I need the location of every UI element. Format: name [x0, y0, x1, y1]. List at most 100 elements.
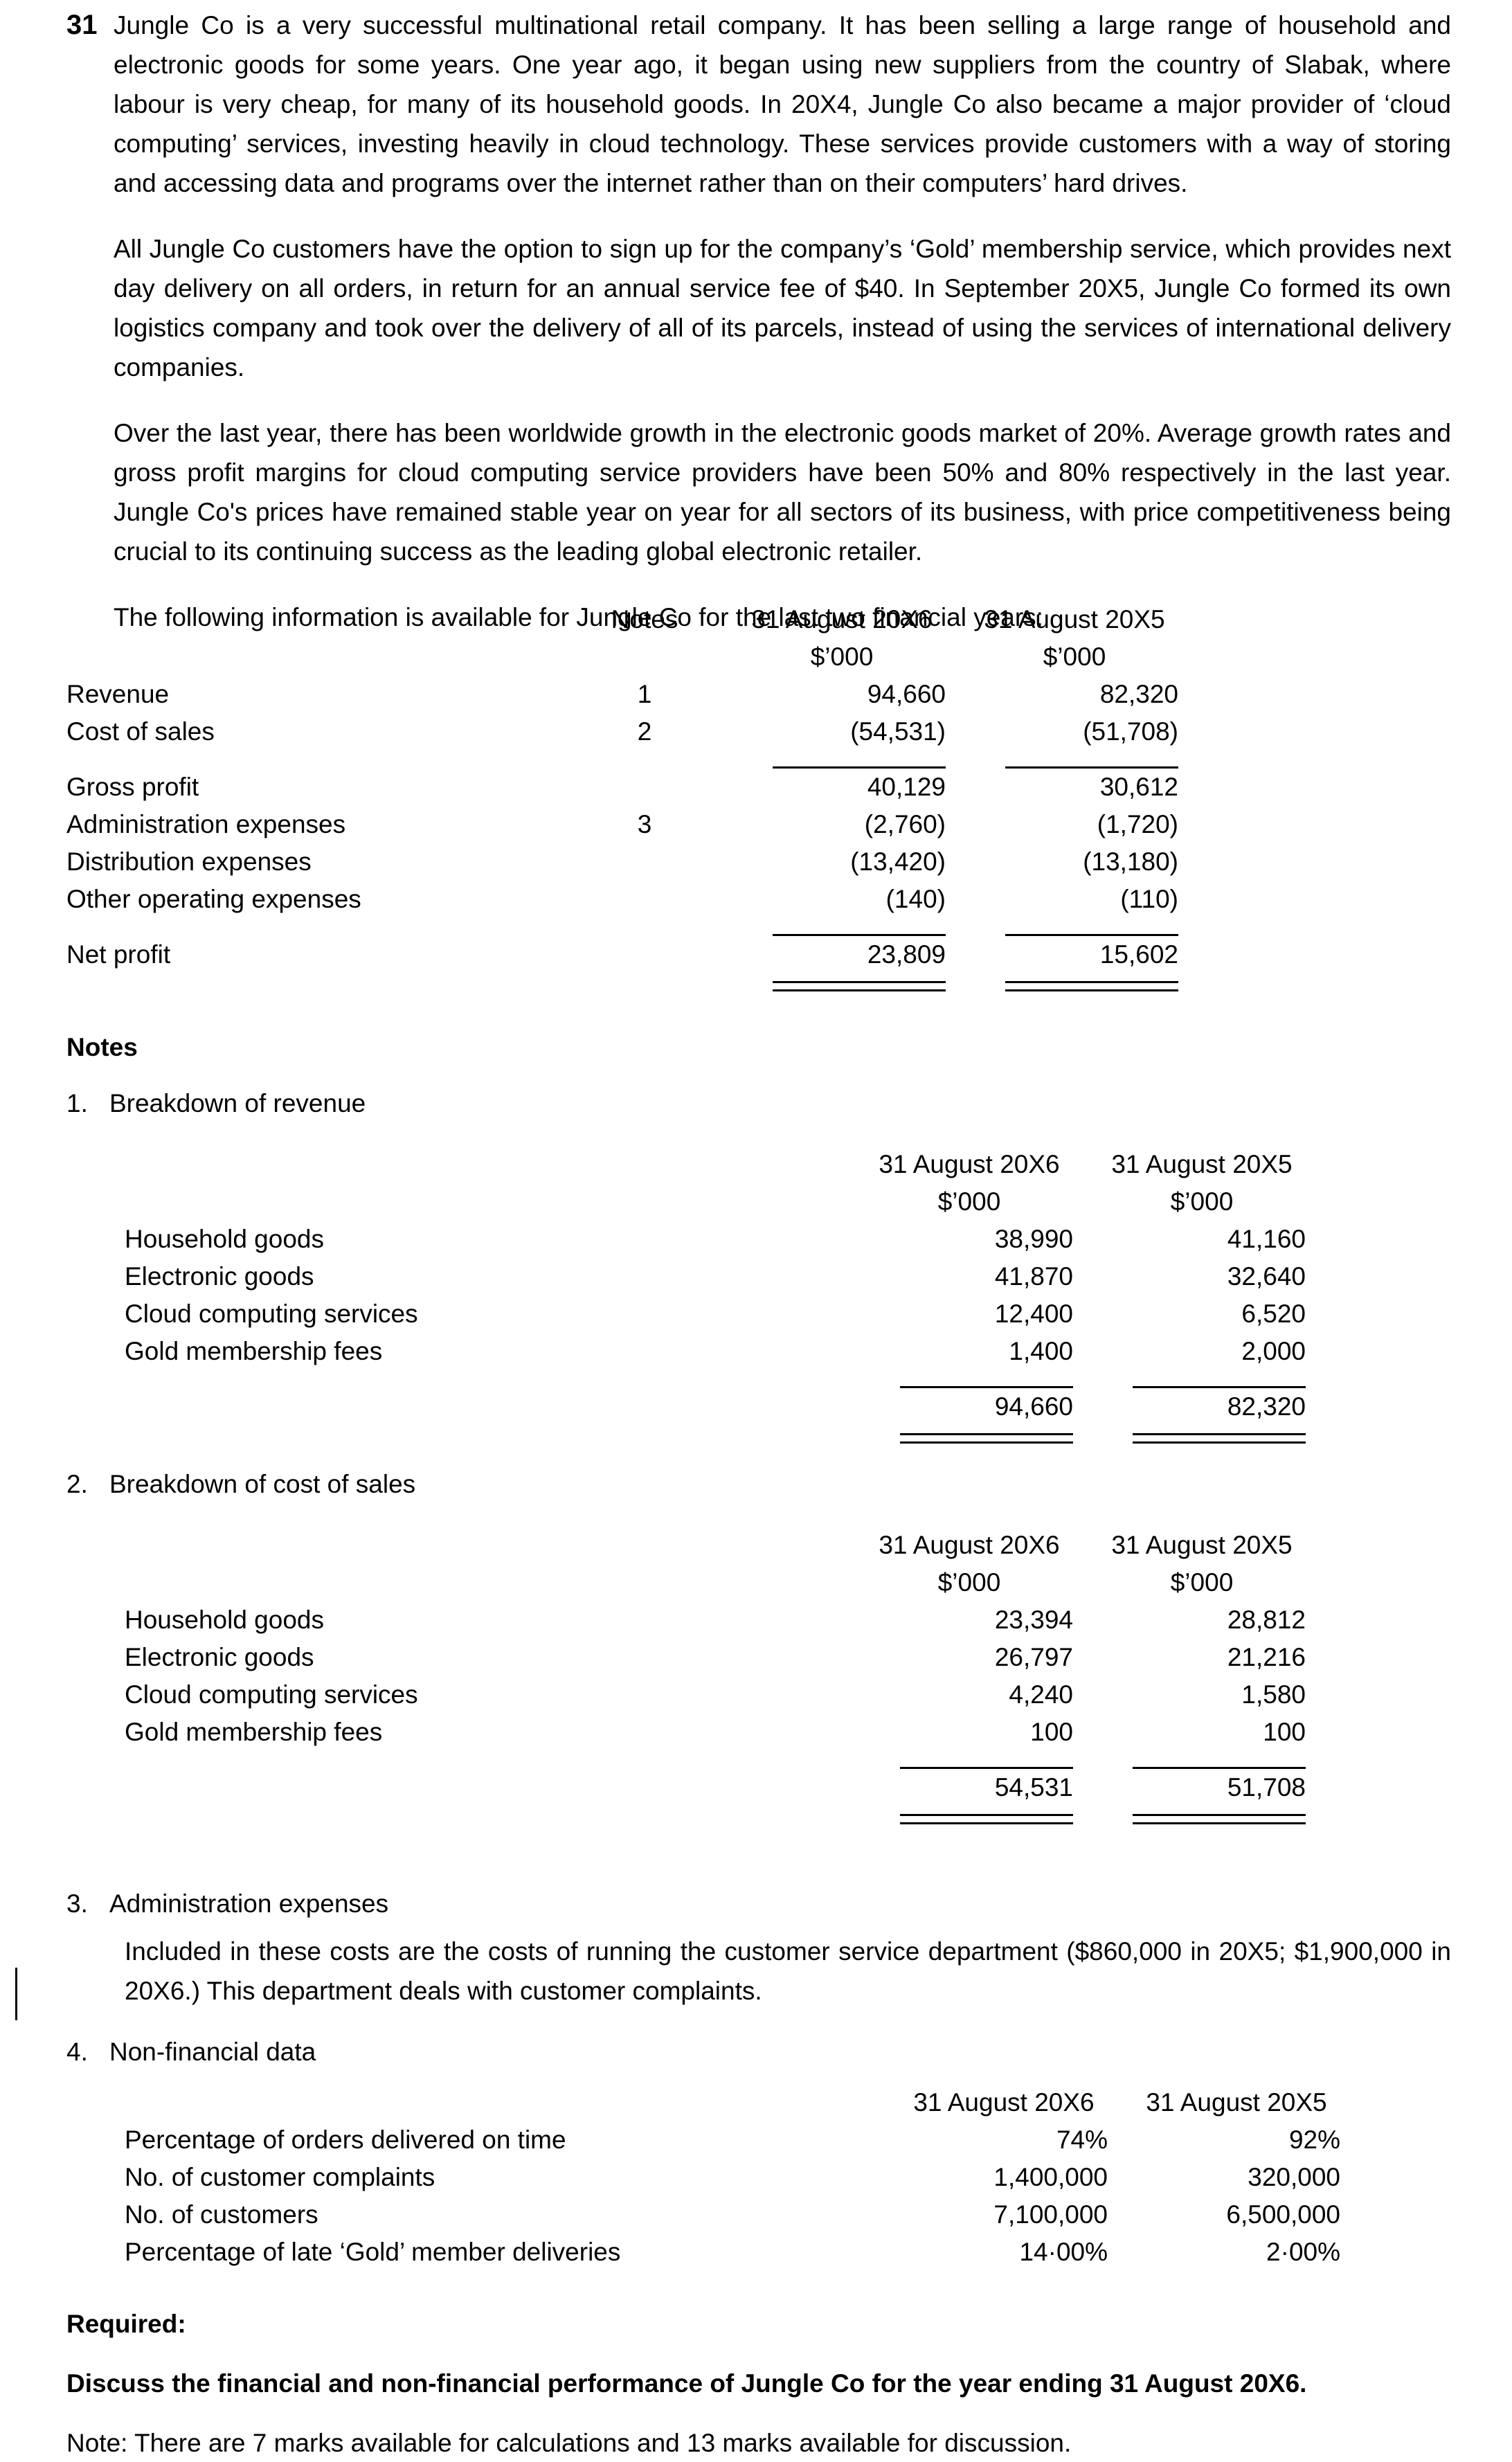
row-value-20x5: 2,000: [1241, 1337, 1306, 1365]
note-2-total-20x6: 54,531: [994, 1773, 1073, 1801]
row-value-20x5: 21,216: [1227, 1643, 1306, 1671]
row-value-20x5: 100: [1263, 1718, 1306, 1746]
row-label: Administration expenses: [66, 810, 346, 838]
income-statement-header-row-2: $’000 $’000: [66, 638, 1178, 676]
note-2-header-row-1: 31 August 20X6 31 August 20X5: [125, 1527, 1306, 1564]
required-task: Discuss the financial and non-financial …: [66, 2369, 1307, 2398]
row-label: No. of customer complaints: [125, 2163, 435, 2191]
note-4-number: 4.: [66, 2038, 88, 2066]
note-4-header-col1-date: 31 August 20X6: [913, 2088, 1095, 2117]
note-3-body: Included in these costs are the costs of…: [125, 1937, 1451, 2005]
table-row: Cloud computing services 4,240 1,580: [125, 1676, 1306, 1714]
row-value-20x6: 12,400: [994, 1300, 1073, 1328]
row-value-20x5: 6,500,000: [1226, 2200, 1340, 2229]
row-label: Other operating expenses: [66, 885, 361, 913]
row-value-20x5: 6,520: [1241, 1300, 1306, 1328]
table-row: Electronic goods 26,797 21,216: [125, 1639, 1306, 1676]
grand-total-rule-row: [66, 973, 1178, 991]
row-label: Cloud computing services: [125, 1300, 418, 1328]
single-rule: [900, 1385, 1073, 1388]
note-1-grand-rule-row: [125, 1426, 1306, 1444]
row-value-20x6: 1,400: [1009, 1337, 1073, 1365]
table-row: Cloud computing services 12,400 6,520: [125, 1295, 1306, 1333]
note-2-header-col2-date: 31 August 20X5: [1111, 1531, 1293, 1559]
row-value-20x5: 320,000: [1248, 2163, 1340, 2191]
note-4-header-row: 31 August 20X6 31 August 20X5: [125, 2084, 1340, 2121]
row-value-20x6: 38,990: [994, 1225, 1073, 1253]
note-1-subtotal-rule-row: [125, 1370, 1306, 1388]
note-1-header-col2-unit: $’000: [1170, 1187, 1234, 1216]
double-rule: [773, 981, 946, 991]
row-value-20x5: 15,602: [1099, 940, 1178, 969]
row-value-20x6: 94,660: [867, 680, 946, 708]
note-2-header-col1-date: 31 August 20X6: [879, 1531, 1060, 1559]
table-row: Gold membership fees 1,400 2,000: [125, 1333, 1306, 1370]
row-label: Household goods: [125, 1606, 324, 1634]
required-marks-note: Note: There are 7 marks available for ca…: [66, 2429, 1072, 2457]
note-1-table: 31 August 20X6 31 August 20X5 $’000 $’00…: [125, 1146, 1306, 1444]
paragraph-2: All Jungle Co customers have the option …: [114, 235, 1451, 381]
note-1-header-col1-date: 31 August 20X6: [879, 1150, 1060, 1178]
row-label: Electronic goods: [125, 1643, 314, 1671]
row-value-20x6: (2,760): [864, 810, 946, 838]
row-note-ref: [593, 769, 696, 806]
table-row: Gold membership fees 100 100: [125, 1714, 1306, 1751]
note-2-total-row: 54,531 51,708: [125, 1769, 1306, 1806]
note-4-title: 4. Non-financial data: [66, 2033, 316, 2071]
single-rule: [1005, 766, 1178, 769]
note-2-header-row-2: $’000 $’000: [125, 1564, 1306, 1601]
row-value-20x5: 82,320: [1099, 680, 1178, 708]
single-rule: [773, 766, 946, 769]
note-4-header-col2-date: 31 August 20X5: [1146, 2088, 1327, 2117]
row-value-20x6: 41,870: [994, 1262, 1073, 1291]
table-row: No. of customer complaints 1,400,000 320…: [125, 2159, 1340, 2196]
row-label: Cost of sales: [66, 717, 215, 746]
table-row: Other operating expenses (140) (110): [66, 881, 1178, 918]
row-value-20x6: 7,100,000: [993, 2200, 1108, 2229]
header-gap-1: [696, 601, 738, 638]
double-rule: [1133, 1433, 1306, 1444]
income-statement-table: Notes 31 August 20X6 31 August 20X5 $’00…: [66, 601, 1178, 991]
single-rule: [1133, 1766, 1306, 1769]
double-rule: [900, 1814, 1073, 1824]
notes-section-heading: Notes: [66, 1033, 138, 1061]
note-2-total-label: [125, 1769, 658, 1806]
header-col2-unit: $’000: [1043, 643, 1106, 671]
row-value-20x6: 1,400,000: [993, 2163, 1108, 2191]
row-value-20x5: (13,180): [1083, 847, 1178, 876]
question-body: Jungle Co is a very successful multinati…: [114, 0, 1451, 637]
note-2-title: 2. Breakdown of cost of sales: [66, 1466, 415, 1503]
note-3-number: 3.: [66, 1889, 88, 1918]
row-value-20x6: 23,809: [867, 940, 946, 969]
note-1-total-20x5: 82,320: [1227, 1392, 1306, 1421]
row-note-ref: [593, 936, 696, 973]
row-value-20x5: 30,612: [1099, 773, 1178, 801]
header-blank-label: [66, 601, 593, 638]
header-notes: Notes: [611, 605, 678, 634]
note-1-title: 1. Breakdown of revenue: [66, 1085, 366, 1122]
table-row: Cost of sales 2 (54,531) (51,708): [66, 713, 1178, 751]
required-label: Required:: [66, 2310, 186, 2338]
question-number: 31: [66, 10, 98, 40]
row-note-ref: 1: [637, 680, 652, 708]
header-gap-2: [946, 601, 971, 638]
row-label: Gross profit: [66, 773, 199, 801]
row-label: Percentage of orders delivered on time: [125, 2126, 566, 2154]
row-value-20x6: (140): [885, 885, 946, 913]
table-row: Percentage of late ‘Gold’ member deliver…: [125, 2234, 1340, 2271]
note-1-total-label: [125, 1388, 658, 1426]
table-row: Gross profit 40,129 30,612: [66, 769, 1178, 806]
note-4-table: 31 August 20X6 31 August 20X5 Percentage…: [125, 2084, 1340, 2271]
note-2-total-20x5: 51,708: [1227, 1773, 1306, 1801]
row-value-20x5: (110): [1120, 885, 1178, 913]
row-label: Household goods: [125, 1225, 324, 1253]
note-2-header-col1-unit: $’000: [937, 1568, 1001, 1597]
note-1-header-col2-date: 31 August 20X5: [1111, 1150, 1293, 1178]
table-row: Percentage of orders delivered on time 7…: [125, 2121, 1340, 2159]
single-rule: [1005, 933, 1178, 936]
single-rule: [900, 1766, 1073, 1769]
row-value-20x6: 40,129: [867, 773, 946, 801]
row-label: Distribution expenses: [66, 847, 312, 876]
row-label: Electronic goods: [125, 1262, 314, 1291]
